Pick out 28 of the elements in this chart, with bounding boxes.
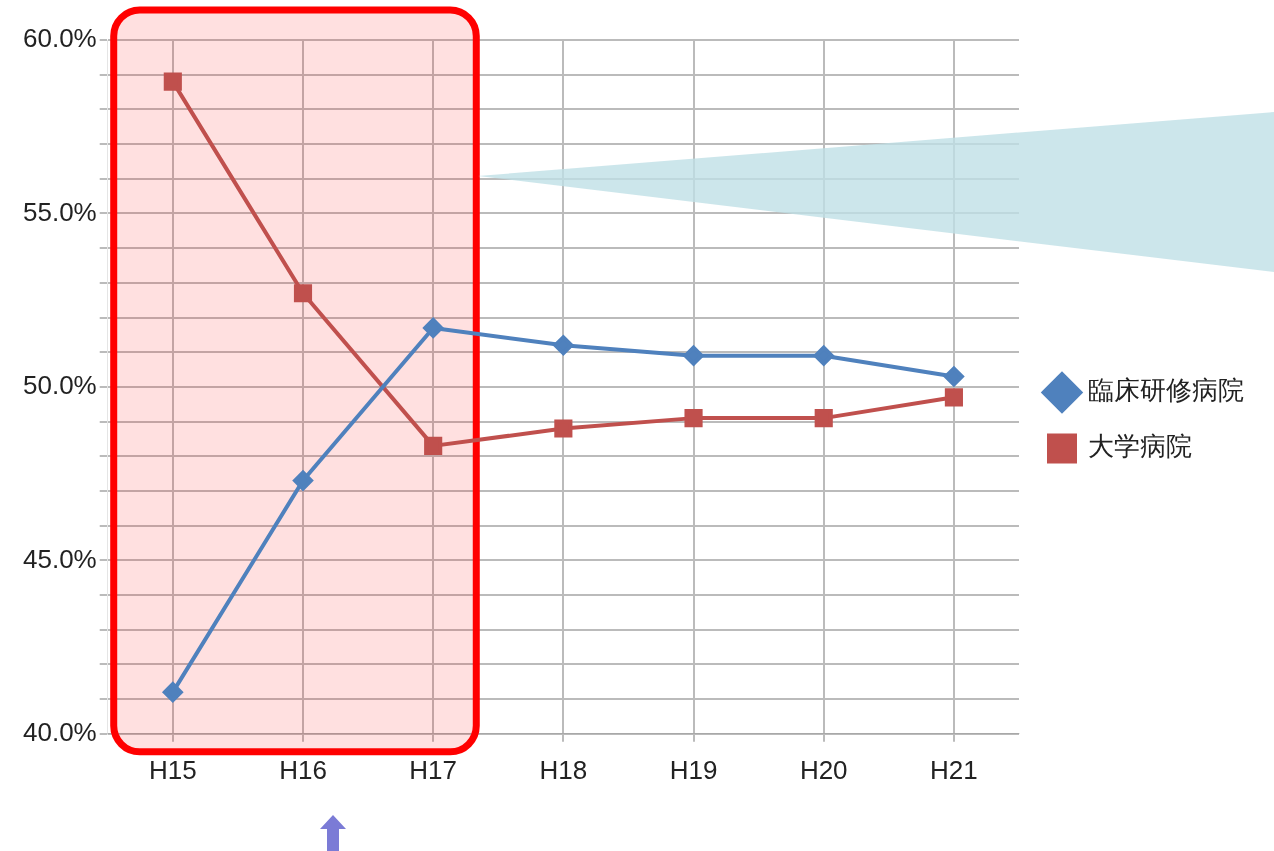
x-tick-label: H18 [539, 754, 588, 785]
x-tick-label: H17 [409, 754, 458, 785]
point [423, 317, 444, 338]
point [553, 335, 574, 356]
point [813, 345, 834, 366]
point [293, 470, 313, 491]
point [554, 419, 573, 438]
legend-label: 大学病院 [1088, 431, 1192, 462]
point [814, 409, 833, 428]
x-tick-label: H19 [669, 754, 718, 785]
point [683, 345, 704, 366]
y-tick-label: 45.0% [22, 543, 97, 574]
point [944, 388, 963, 407]
y-tick-label: 55.0% [22, 196, 97, 227]
legend-label: 臨床研修病院 [1088, 375, 1244, 406]
x-tick-label: H15 [148, 754, 197, 785]
point [162, 682, 183, 703]
y-tick-label: 60.0% [22, 23, 97, 54]
y-tick-label: 40.0% [22, 716, 97, 747]
x-tick-label: H16 [279, 754, 327, 785]
y-tick-label: 50.0% [22, 370, 97, 401]
point [943, 366, 964, 387]
x-tick-label: H20 [799, 754, 848, 785]
point [424, 436, 443, 455]
point [163, 72, 182, 91]
point [684, 409, 703, 428]
point [293, 284, 313, 303]
x-tick-label: H21 [930, 754, 978, 785]
